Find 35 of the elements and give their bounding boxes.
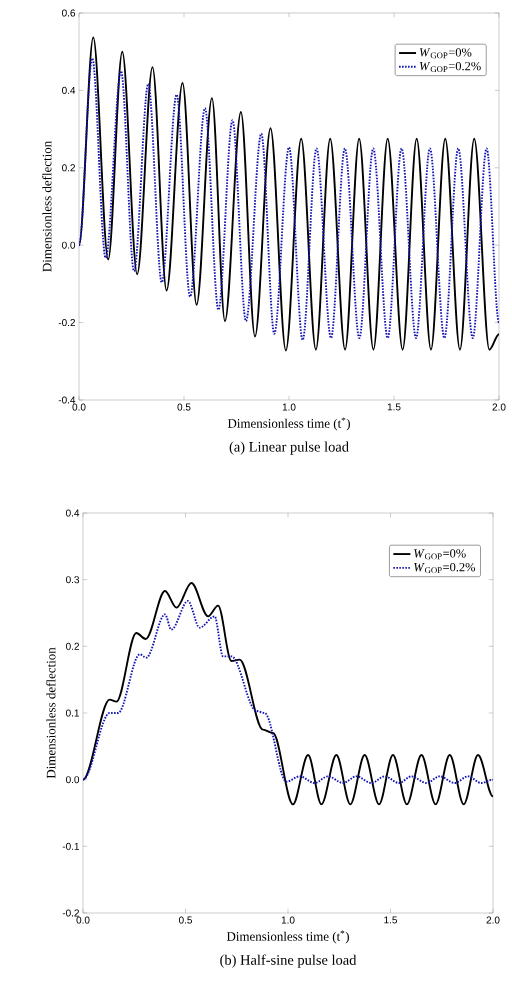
x-tick-label: 0.0 — [72, 403, 86, 411]
y-tick-label: 0.1 — [66, 709, 79, 717]
y-tick-label: 0.4 — [66, 509, 80, 517]
x-tick-label: 1.5 — [387, 403, 401, 411]
x-tick-label: 1.0 — [282, 403, 296, 411]
y-tick-label: -0.4 — [58, 396, 76, 404]
x-tick-label: 1.5 — [384, 916, 398, 924]
x-tick-label: 2.0 — [492, 403, 506, 411]
legend-label: W$_{GOP}$=0.2% — [414, 562, 476, 574]
text: (a) Linear pulse load — [229, 441, 349, 455]
legend-label: W$_{GOP}$=0.2% — [419, 61, 481, 73]
x-tick-label: 0.5 — [177, 403, 191, 411]
y-tick-label: 0.2 — [66, 642, 79, 650]
y-tick-label: -0.1 — [62, 842, 79, 850]
y-tick-label: 0.4 — [62, 86, 76, 94]
line-series — [83, 600, 493, 784]
text: (b) Half-sine pulse load — [220, 954, 357, 968]
y-tick-label: 0.2 — [62, 164, 75, 172]
x-tick-label: 2.0 — [486, 916, 500, 924]
y-tick-label: 0.0 — [62, 241, 76, 249]
x-tick-label: 1.0 — [281, 916, 295, 924]
legend-label: W$_{GOP}$=0% — [414, 549, 466, 560]
x-axis-title: Dimensionless time (t$^{*}$) — [226, 930, 349, 944]
y-tick-label: 0.6 — [62, 9, 76, 17]
y-axis-title: Dimensionless deflection — [42, 141, 52, 272]
line-series — [83, 582, 493, 806]
x-tick-label: 0.0 — [76, 916, 90, 924]
y-tick-label: 0.3 — [66, 576, 80, 584]
y-axis-title: Dimensionless deflection — [46, 647, 56, 779]
y-tick-label: -0.2 — [58, 319, 75, 327]
x-axis-title: Dimensionless time (t$^{*}$) — [227, 417, 350, 431]
legend-label: W$_{GOP}$=0% — [419, 48, 472, 59]
x-tick-label: 0.5 — [178, 916, 193, 924]
y-tick-label: 0.0 — [66, 776, 80, 784]
y-tick-label: -0.2 — [62, 909, 79, 917]
